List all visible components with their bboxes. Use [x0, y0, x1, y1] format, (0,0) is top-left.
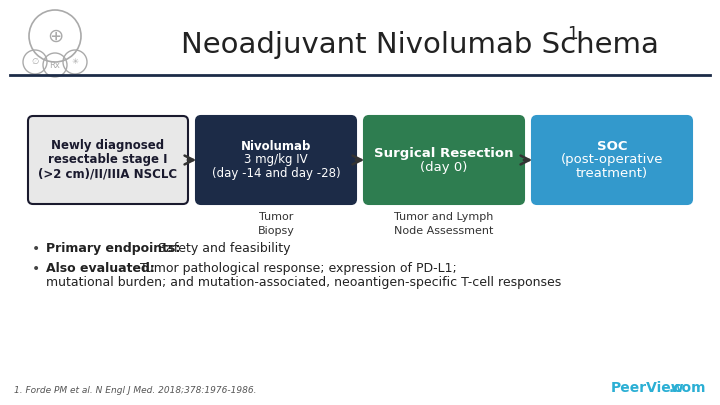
FancyBboxPatch shape — [532, 116, 692, 204]
Text: Also evaluated:: Also evaluated: — [46, 262, 155, 275]
Text: ∅: ∅ — [32, 58, 39, 66]
Text: Neoadjuvant Nivolumab Schema: Neoadjuvant Nivolumab Schema — [181, 31, 659, 59]
Text: •: • — [32, 242, 40, 256]
Text: (day 0): (day 0) — [420, 160, 468, 173]
FancyBboxPatch shape — [196, 116, 356, 204]
Text: (day -14 and day -28): (day -14 and day -28) — [212, 168, 341, 181]
Text: 1. Forde PM et al. N Engl J Med. 2018;378:1976-1986.: 1. Forde PM et al. N Engl J Med. 2018;37… — [14, 386, 256, 395]
Text: mutational burden; and mutation-associated, neoantigen-specific T-cell responses: mutational burden; and mutation-associat… — [46, 276, 562, 289]
Text: Tumor and Lymph
Node Assessment: Tumor and Lymph Node Assessment — [395, 212, 494, 236]
Text: (post-operative: (post-operative — [561, 153, 663, 166]
Text: PeerView: PeerView — [611, 381, 684, 395]
Text: .com: .com — [668, 381, 706, 395]
Text: Safety and feasibility: Safety and feasibility — [154, 242, 290, 255]
Text: ⊕: ⊕ — [47, 26, 63, 45]
Text: Rx: Rx — [50, 60, 60, 70]
Text: SOC: SOC — [597, 139, 627, 153]
Text: Nivolumab: Nivolumab — [240, 139, 311, 153]
Text: •: • — [32, 262, 40, 276]
Text: 3 mg/kg IV: 3 mg/kg IV — [244, 153, 308, 166]
Text: (>2 cm)/II/IIIA NSCLC: (>2 cm)/II/IIIA NSCLC — [38, 168, 178, 181]
Text: resectable stage I: resectable stage I — [48, 153, 168, 166]
Text: Tumor pathological response; expression of PD-L1;: Tumor pathological response; expression … — [136, 262, 456, 275]
Text: Primary endpoints:: Primary endpoints: — [46, 242, 181, 255]
Text: treatment): treatment) — [576, 168, 648, 181]
Text: ✳: ✳ — [71, 58, 78, 66]
FancyBboxPatch shape — [28, 116, 188, 204]
Text: Surgical Resection: Surgical Resection — [374, 147, 514, 160]
Text: Tumor
Biopsy: Tumor Biopsy — [258, 212, 294, 236]
FancyBboxPatch shape — [364, 116, 524, 204]
Text: Newly diagnosed: Newly diagnosed — [51, 139, 165, 153]
Text: 1: 1 — [567, 25, 577, 43]
